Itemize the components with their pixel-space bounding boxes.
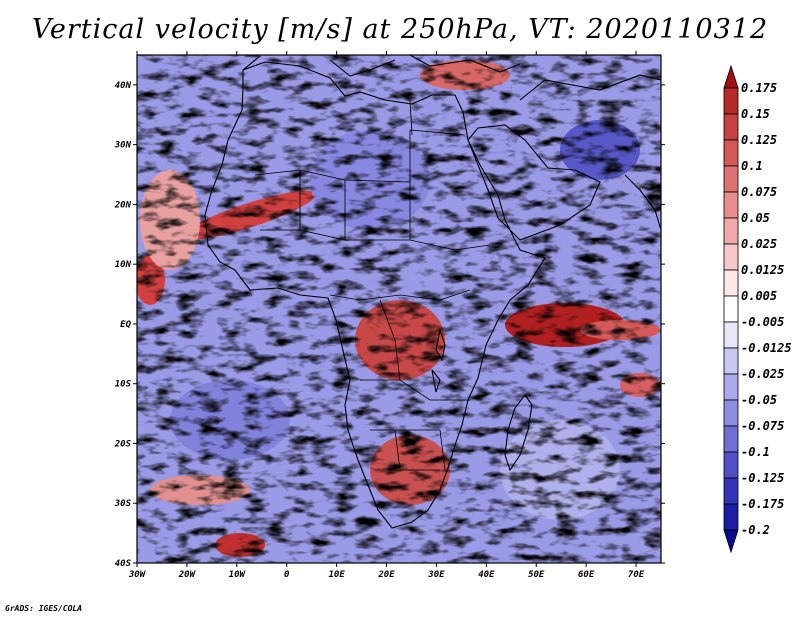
lakes xyxy=(431,327,446,393)
lat-label: 40S xyxy=(115,559,132,569)
borders xyxy=(254,99,491,471)
field-texture xyxy=(137,55,661,563)
madagascar xyxy=(504,394,533,472)
lon-label: 40E xyxy=(478,570,495,580)
colorbar-segment xyxy=(723,321,739,349)
velocity-field xyxy=(137,55,661,563)
lat-label: 20N xyxy=(114,200,132,210)
latitude-axis: 40N 30N 20N 10N EQ 10S 20S 30S 40S xyxy=(114,81,665,569)
colorbar-label: -0.025 xyxy=(741,367,784,381)
india-coast xyxy=(624,174,661,231)
coastlines-borders xyxy=(204,55,661,529)
colorbar-label: 0.175 xyxy=(741,81,777,95)
colorbar-label: 0.0125 xyxy=(741,263,784,277)
colorbar-label: -0.0125 xyxy=(741,341,792,355)
colorbar-label: 0.125 xyxy=(741,133,777,147)
colorbar-label: 0.05 xyxy=(741,211,770,225)
lon-label: 30W xyxy=(128,570,147,580)
colorbar-segment xyxy=(723,139,739,167)
lon-label: 20W xyxy=(178,570,197,580)
lon-label: 10E xyxy=(328,570,345,580)
colorbar-label: 0.1 xyxy=(741,159,763,173)
lat-label: 30S xyxy=(114,499,132,509)
colorbar-label: -0.2 xyxy=(741,523,770,537)
lon-label: 50E xyxy=(528,570,545,580)
colorbar-label: -0.1 xyxy=(741,445,770,459)
colorbar-segment xyxy=(723,217,739,245)
colorbar-segment xyxy=(723,425,739,453)
map-title: Vertical velocity [m/s] at 250hPa, VT: 2… xyxy=(31,14,769,45)
colorbar-segment xyxy=(723,399,739,427)
longitude-axis: 30W 20W 10W 0 10E 20E 30E 40E 50E 60E 70E xyxy=(128,51,645,580)
colorbar-label: 0.075 xyxy=(741,185,777,199)
europe-coast xyxy=(242,55,661,101)
lat-label: 30N xyxy=(114,141,132,151)
colorbar-segment xyxy=(723,165,739,193)
africa-coastline xyxy=(204,61,546,529)
lon-label: 20E xyxy=(377,570,395,580)
lat-label: 10N xyxy=(115,260,132,270)
colorbar-segment xyxy=(723,243,739,271)
grads-credit: GrADS: IGES/COLA xyxy=(5,604,83,613)
colorbar-segment xyxy=(723,503,739,531)
map-figure: 40N 30N 20N 10N EQ 10S 20S 30S 40S 30W 20W 10W 0 10E… xyxy=(114,51,792,580)
colorbar-label: -0.005 xyxy=(741,315,784,329)
colorbar-label: -0.05 xyxy=(741,393,777,407)
colorbar-label: -0.075 xyxy=(741,419,784,433)
colorbar-segment xyxy=(723,113,739,141)
colorbar-segment xyxy=(723,373,739,401)
lon-label: 0 xyxy=(284,570,290,580)
colorbar-segment xyxy=(723,87,739,115)
colorbar-segment xyxy=(723,269,739,297)
colorbar: 0.175 0.15 0.125 0.1 0.075 0.05 0.025 0.0125 0.0… xyxy=(723,64,792,554)
lat-label: 20S xyxy=(114,439,132,449)
colorbar-label: 0.005 xyxy=(741,289,777,303)
colorbar-triangle xyxy=(723,529,739,554)
lon-label: 60E xyxy=(578,570,595,580)
lat-label: 10S xyxy=(115,380,132,390)
colorbar-label: 0.15 xyxy=(741,107,770,121)
colorbar-segment xyxy=(723,295,739,323)
colorbar-segment xyxy=(723,477,739,505)
lon-label: 30E xyxy=(427,570,445,580)
colorbar-triangle xyxy=(723,64,739,89)
colorbar-label: 0.025 xyxy=(741,237,777,251)
lat-label: EQ xyxy=(120,320,131,330)
colorbar-segment xyxy=(723,451,739,479)
colorbar-segment xyxy=(723,347,739,375)
lon-label: 70E xyxy=(628,570,645,580)
lat-label: 40N xyxy=(115,81,132,91)
colorbar-label: -0.125 xyxy=(741,471,784,485)
colorbar-segment xyxy=(723,191,739,219)
colorbar-label: -0.175 xyxy=(741,497,784,511)
map-frame xyxy=(136,54,662,564)
arabia-coast xyxy=(467,124,601,241)
lon-label: 10W xyxy=(229,570,247,580)
